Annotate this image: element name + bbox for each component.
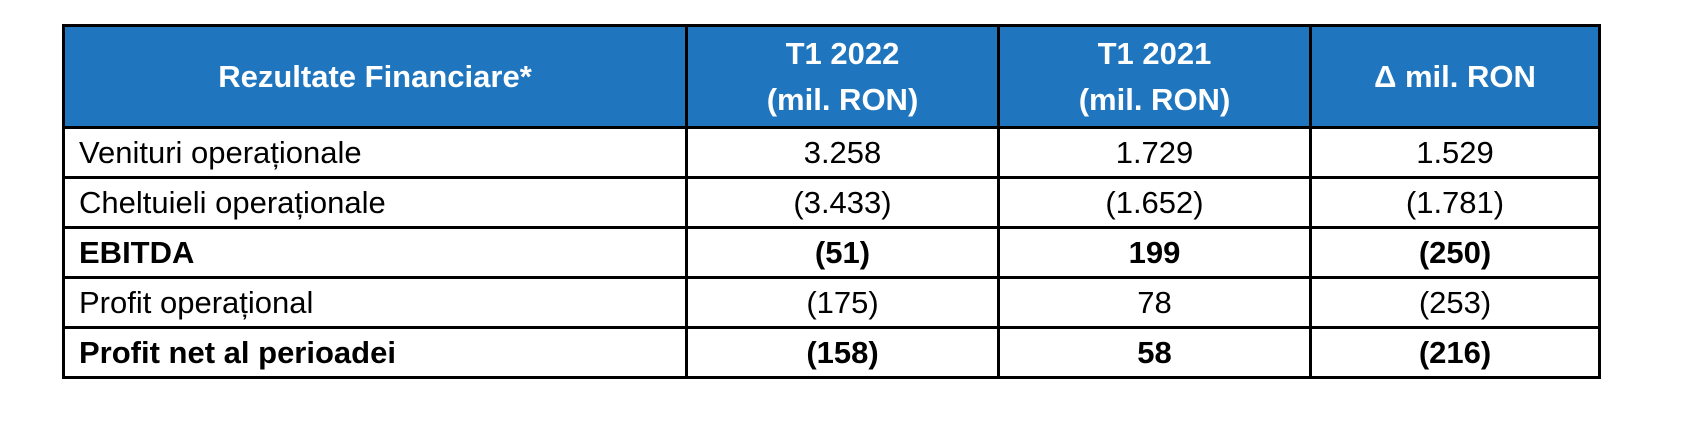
header-t1-2022-period: T1 2022 — [785, 35, 900, 71]
cell-t1-2021: 199 — [997, 226, 1312, 279]
header-t1-2021: T1 2021 (mil. RON) — [997, 24, 1312, 129]
header-delta: Δ mil. RON — [1309, 24, 1601, 129]
cell-delta: (250) — [1309, 226, 1601, 279]
table-row-operating-revenue: Venituri operaționale 3.258 1.729 1.529 — [62, 126, 1601, 179]
financial-results-table-container: Rezultate Financiare* T1 2022 (mil. RON)… — [62, 24, 1601, 379]
cell-delta: 1.529 — [1309, 126, 1601, 179]
cell-t1-2021: 58 — [997, 326, 1312, 379]
table-row-net-profit: Profit net al perioadei (158) 58 (216) — [62, 326, 1601, 379]
cell-t1-2022: (51) — [685, 226, 1000, 279]
row-label: EBITDA — [62, 226, 688, 279]
table-body: Venituri operaționale 3.258 1.729 1.529 … — [62, 126, 1601, 379]
header-t1-2022: T1 2022 (mil. RON) — [685, 24, 1000, 129]
cell-delta: (253) — [1309, 276, 1601, 329]
cell-t1-2021: 78 — [997, 276, 1312, 329]
cell-t1-2022: (3.433) — [685, 176, 1000, 229]
cell-t1-2021: 1.729 — [997, 126, 1312, 179]
table-header: Rezultate Financiare* T1 2022 (mil. RON)… — [62, 24, 1601, 129]
row-label: Profit operațional — [62, 276, 688, 329]
row-label: Cheltuieli operaționale — [62, 176, 688, 229]
header-financial-results-label: Rezultate Financiare* — [218, 58, 532, 94]
header-delta-label: Δ mil. RON — [1374, 58, 1536, 94]
cell-t1-2022: (158) — [685, 326, 1000, 379]
header-t1-2021-period: T1 2021 — [1097, 35, 1212, 71]
header-financial-results: Rezultate Financiare* — [62, 24, 688, 129]
table-row-operating-profit: Profit operațional (175) 78 (253) — [62, 276, 1601, 329]
table-row-operating-expenses: Cheltuieli operaționale (3.433) (1.652) … — [62, 176, 1601, 229]
table-row-ebitda: EBITDA (51) 199 (250) — [62, 226, 1601, 279]
financial-results-table: Rezultate Financiare* T1 2022 (mil. RON)… — [62, 24, 1601, 379]
cell-t1-2022: 3.258 — [685, 126, 1000, 179]
row-label: Venituri operaționale — [62, 126, 688, 179]
cell-t1-2021: (1.652) — [997, 176, 1312, 229]
cell-delta: (1.781) — [1309, 176, 1601, 229]
cell-delta: (216) — [1309, 326, 1601, 379]
cell-t1-2022: (175) — [685, 276, 1000, 329]
row-label: Profit net al perioadei — [62, 326, 688, 379]
header-row: Rezultate Financiare* T1 2022 (mil. RON)… — [62, 24, 1601, 129]
header-t1-2022-unit: (mil. RON) — [766, 81, 919, 117]
header-t1-2021-unit: (mil. RON) — [1078, 81, 1231, 117]
